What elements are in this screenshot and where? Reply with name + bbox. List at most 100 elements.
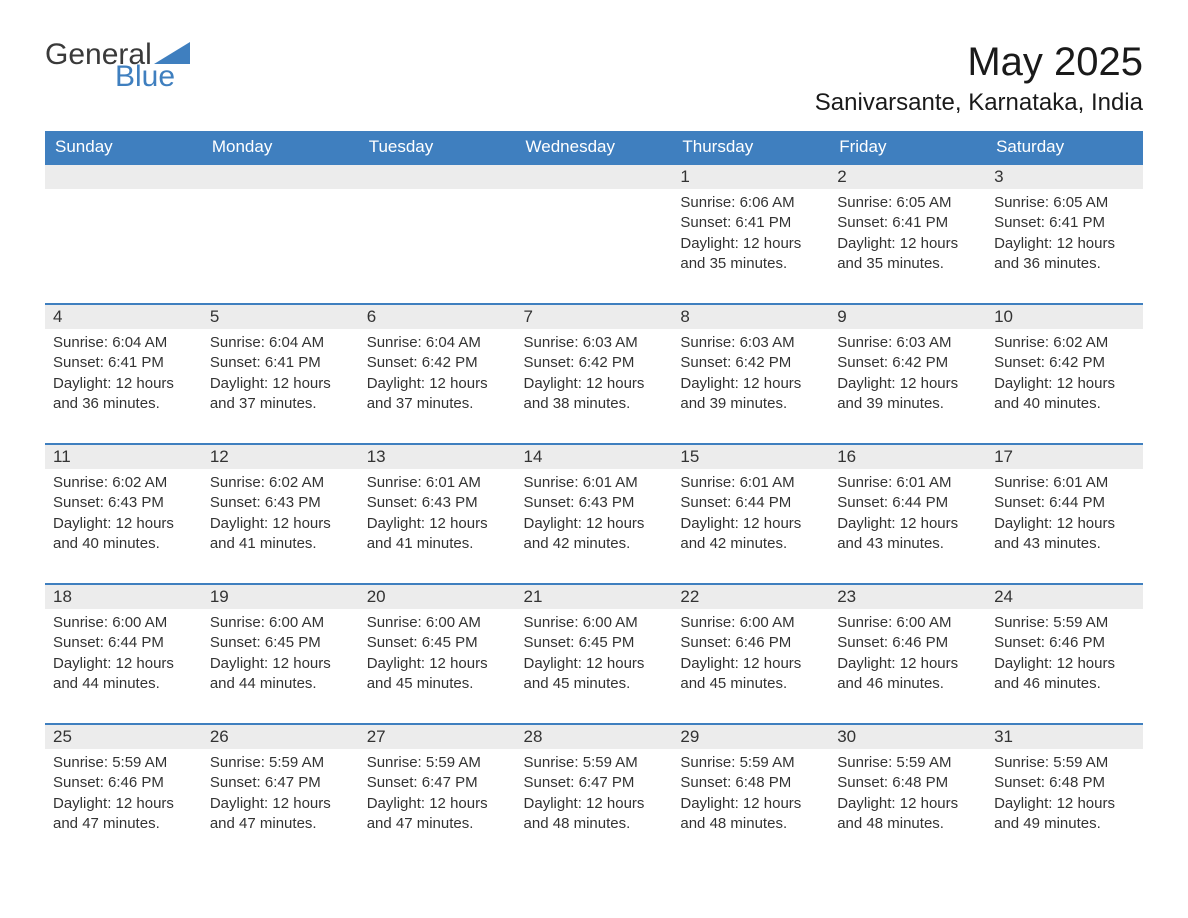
daylight-line: Daylight: 12 hours and 42 minutes.: [680, 514, 821, 555]
day-number: 19: [202, 583, 359, 609]
day-details: Sunrise: 5:59 AMSunset: 6:46 PMDaylight:…: [986, 609, 1143, 704]
day-details: Sunrise: 6:03 AMSunset: 6:42 PMDaylight:…: [672, 329, 829, 424]
daylight-line: Daylight: 12 hours and 39 minutes.: [837, 374, 978, 415]
day-number: 24: [986, 583, 1143, 609]
sunset-line: Sunset: 6:42 PM: [994, 353, 1135, 373]
sunset-line: Sunset: 6:45 PM: [367, 633, 508, 653]
calendar-day-cell: 31Sunrise: 5:59 AMSunset: 6:48 PMDayligh…: [986, 723, 1143, 844]
sunset-line: Sunset: 6:44 PM: [994, 493, 1135, 513]
day-number: 14: [516, 443, 673, 469]
calendar-day-cell: 14Sunrise: 6:01 AMSunset: 6:43 PMDayligh…: [516, 443, 673, 583]
sunset-line: Sunset: 6:41 PM: [994, 213, 1135, 233]
daylight-line: Daylight: 12 hours and 47 minutes.: [367, 794, 508, 835]
calendar-day-cell: 6Sunrise: 6:04 AMSunset: 6:42 PMDaylight…: [359, 303, 516, 443]
sunrise-line: Sunrise: 6:00 AM: [524, 613, 665, 633]
brand-blue: Blue: [115, 62, 190, 92]
daylight-line: Daylight: 12 hours and 37 minutes.: [367, 374, 508, 415]
daylight-line: Daylight: 12 hours and 47 minutes.: [210, 794, 351, 835]
day-number: 18: [45, 583, 202, 609]
sunrise-line: Sunrise: 6:04 AM: [210, 333, 351, 353]
sunset-line: Sunset: 6:47 PM: [210, 773, 351, 793]
sunset-line: Sunset: 6:48 PM: [994, 773, 1135, 793]
calendar-day-cell: 20Sunrise: 6:00 AMSunset: 6:45 PMDayligh…: [359, 583, 516, 723]
day-number: 20: [359, 583, 516, 609]
calendar-day-cell: 26Sunrise: 5:59 AMSunset: 6:47 PMDayligh…: [202, 723, 359, 844]
day-number: 5: [202, 303, 359, 329]
sunrise-line: Sunrise: 6:02 AM: [210, 473, 351, 493]
weekday-header: Thursday: [672, 131, 829, 163]
day-number: 4: [45, 303, 202, 329]
day-details: Sunrise: 6:04 AMSunset: 6:41 PMDaylight:…: [45, 329, 202, 424]
day-details: Sunrise: 6:06 AMSunset: 6:41 PMDaylight:…: [672, 189, 829, 284]
brand-logo: General Blue: [45, 40, 190, 92]
calendar-day-cell: [45, 163, 202, 303]
calendar-week-row: 11Sunrise: 6:02 AMSunset: 6:43 PMDayligh…: [45, 443, 1143, 583]
day-number: 2: [829, 163, 986, 189]
sunrise-line: Sunrise: 6:01 AM: [524, 473, 665, 493]
day-details: Sunrise: 5:59 AMSunset: 6:48 PMDaylight:…: [829, 749, 986, 844]
sunrise-line: Sunrise: 6:05 AM: [837, 193, 978, 213]
weekday-header-row: Sunday Monday Tuesday Wednesday Thursday…: [45, 131, 1143, 163]
sunrise-line: Sunrise: 6:01 AM: [367, 473, 508, 493]
calendar-day-cell: 8Sunrise: 6:03 AMSunset: 6:42 PMDaylight…: [672, 303, 829, 443]
sunset-line: Sunset: 6:42 PM: [837, 353, 978, 373]
day-details: Sunrise: 5:59 AMSunset: 6:46 PMDaylight:…: [45, 749, 202, 844]
sunset-line: Sunset: 6:42 PM: [680, 353, 821, 373]
day-number: 11: [45, 443, 202, 469]
calendar-day-cell: 1Sunrise: 6:06 AMSunset: 6:41 PMDaylight…: [672, 163, 829, 303]
day-details: Sunrise: 6:00 AMSunset: 6:45 PMDaylight:…: [516, 609, 673, 704]
day-details: Sunrise: 6:04 AMSunset: 6:41 PMDaylight:…: [202, 329, 359, 424]
sunrise-line: Sunrise: 6:04 AM: [53, 333, 194, 353]
sunrise-line: Sunrise: 5:59 AM: [994, 613, 1135, 633]
day-number: 23: [829, 583, 986, 609]
empty-day-bar: [45, 163, 202, 189]
daylight-line: Daylight: 12 hours and 47 minutes.: [53, 794, 194, 835]
sunset-line: Sunset: 6:42 PM: [367, 353, 508, 373]
sunrise-line: Sunrise: 6:01 AM: [680, 473, 821, 493]
calendar-day-cell: 19Sunrise: 6:00 AMSunset: 6:45 PMDayligh…: [202, 583, 359, 723]
day-details: Sunrise: 6:04 AMSunset: 6:42 PMDaylight:…: [359, 329, 516, 424]
day-number: 13: [359, 443, 516, 469]
calendar-day-cell: [516, 163, 673, 303]
daylight-line: Daylight: 12 hours and 36 minutes.: [994, 234, 1135, 275]
daylight-line: Daylight: 12 hours and 41 minutes.: [210, 514, 351, 555]
daylight-line: Daylight: 12 hours and 48 minutes.: [524, 794, 665, 835]
calendar-day-cell: 11Sunrise: 6:02 AMSunset: 6:43 PMDayligh…: [45, 443, 202, 583]
sunset-line: Sunset: 6:47 PM: [367, 773, 508, 793]
sunrise-line: Sunrise: 6:00 AM: [53, 613, 194, 633]
weekday-header: Monday: [202, 131, 359, 163]
daylight-line: Daylight: 12 hours and 46 minutes.: [837, 654, 978, 695]
sunset-line: Sunset: 6:46 PM: [994, 633, 1135, 653]
day-number: 17: [986, 443, 1143, 469]
calendar-day-cell: 10Sunrise: 6:02 AMSunset: 6:42 PMDayligh…: [986, 303, 1143, 443]
sunset-line: Sunset: 6:43 PM: [210, 493, 351, 513]
sunrise-line: Sunrise: 6:02 AM: [994, 333, 1135, 353]
calendar-week-row: 4Sunrise: 6:04 AMSunset: 6:41 PMDaylight…: [45, 303, 1143, 443]
calendar-day-cell: 21Sunrise: 6:00 AMSunset: 6:45 PMDayligh…: [516, 583, 673, 723]
title-block: May 2025 Sanivarsante, Karnataka, India: [815, 40, 1143, 117]
day-number: 12: [202, 443, 359, 469]
day-details: Sunrise: 6:00 AMSunset: 6:45 PMDaylight:…: [202, 609, 359, 704]
daylight-line: Daylight: 12 hours and 48 minutes.: [680, 794, 821, 835]
day-details: Sunrise: 6:05 AMSunset: 6:41 PMDaylight:…: [829, 189, 986, 284]
day-details: Sunrise: 6:01 AMSunset: 6:44 PMDaylight:…: [672, 469, 829, 564]
sunrise-line: Sunrise: 6:00 AM: [210, 613, 351, 633]
sunset-line: Sunset: 6:43 PM: [53, 493, 194, 513]
day-number: 22: [672, 583, 829, 609]
daylight-line: Daylight: 12 hours and 40 minutes.: [994, 374, 1135, 415]
calendar-week-row: 18Sunrise: 6:00 AMSunset: 6:44 PMDayligh…: [45, 583, 1143, 723]
sunset-line: Sunset: 6:45 PM: [524, 633, 665, 653]
day-details: Sunrise: 5:59 AMSunset: 6:48 PMDaylight:…: [672, 749, 829, 844]
calendar-day-cell: 12 Sunrise: 6:02 AMSunset: 6:43 PMDayligh…: [202, 443, 359, 583]
daylight-line: Daylight: 12 hours and 43 minutes.: [994, 514, 1135, 555]
day-details: Sunrise: 6:05 AMSunset: 6:41 PMDaylight:…: [986, 189, 1143, 284]
sunrise-line: Sunrise: 6:01 AM: [994, 473, 1135, 493]
sunrise-line: Sunrise: 6:02 AM: [53, 473, 194, 493]
calendar-day-cell: 24Sunrise: 5:59 AMSunset: 6:46 PMDayligh…: [986, 583, 1143, 723]
daylight-line: Daylight: 12 hours and 48 minutes.: [837, 794, 978, 835]
daylight-line: Daylight: 12 hours and 36 minutes.: [53, 374, 194, 415]
daylight-line: Daylight: 12 hours and 35 minutes.: [680, 234, 821, 275]
sunset-line: Sunset: 6:45 PM: [210, 633, 351, 653]
day-number: 29: [672, 723, 829, 749]
calendar-day-cell: 5Sunrise: 6:04 AMSunset: 6:41 PMDaylight…: [202, 303, 359, 443]
